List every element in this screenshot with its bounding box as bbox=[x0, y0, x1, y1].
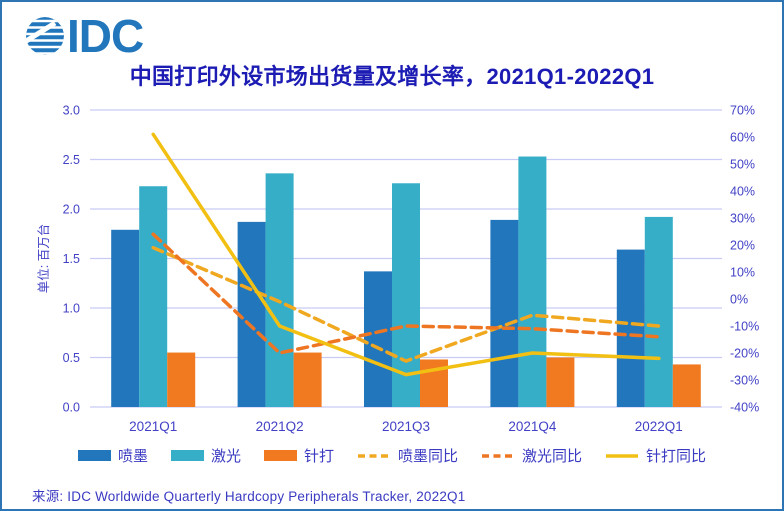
line-激光同比 bbox=[151, 232, 661, 355]
y-axis-right-tick-label: 40% bbox=[730, 185, 755, 199]
legend-item-喷墨: 喷墨 bbox=[77, 445, 148, 466]
legend-swatch-line-icon bbox=[358, 453, 390, 458]
y-axis-left-tick-label: 0.5 bbox=[63, 351, 80, 365]
y-axis-right-tick-label: -10% bbox=[730, 320, 759, 334]
bar-针打-2021Q2 bbox=[293, 352, 322, 407]
idc-logo: IDC bbox=[25, 9, 147, 66]
y-axis-right-tick-label: 50% bbox=[730, 158, 755, 172]
legend-label-针打: 针打 bbox=[303, 448, 334, 465]
y-axis-left-tick-label: 1.5 bbox=[63, 252, 80, 266]
y-axis-right-tick-label: 20% bbox=[730, 239, 755, 253]
y-axis-right-tick-label: -40% bbox=[730, 401, 759, 415]
bar-针打-2021Q4 bbox=[546, 357, 575, 407]
x-axis-tick-label: 2021Q2 bbox=[256, 419, 304, 434]
legend-label-针打同比: 针打同比 bbox=[646, 448, 707, 465]
chart-legend: 喷墨 激光 针打 喷墨同比 激光同比 针打同比 bbox=[2, 445, 782, 466]
legend-swatch-bar-icon bbox=[170, 450, 204, 461]
y-axis-right-tick-label: 0% bbox=[730, 293, 748, 307]
bar-针打-2021Q1 bbox=[167, 352, 196, 407]
y-axis-left-tick-label: 3.0 bbox=[63, 104, 80, 118]
legend-label-喷墨同比: 喷墨同比 bbox=[398, 448, 459, 465]
legend-label-喷墨: 喷墨 bbox=[117, 448, 148, 465]
bar-激光-2021Q2 bbox=[265, 173, 294, 407]
legend-item-针打: 针打 bbox=[263, 445, 334, 466]
bar-喷墨-2022Q1 bbox=[616, 249, 645, 407]
bar-激光-2021Q4 bbox=[518, 156, 547, 407]
y-axis-left-tick-label: 0.0 bbox=[63, 401, 80, 415]
legend-label-激光: 激光 bbox=[210, 448, 241, 465]
legend-item-针打同比: 针打同比 bbox=[605, 445, 706, 466]
y-axis-right-tick-label: 10% bbox=[730, 266, 755, 280]
legend-item-激光: 激光 bbox=[170, 445, 241, 466]
idc-logo-text: IDC bbox=[67, 10, 143, 61]
y-axis-left-tick-label: 1.0 bbox=[63, 302, 80, 316]
bar-喷墨-2021Q2 bbox=[237, 221, 266, 407]
bar-喷墨-2021Q1 bbox=[111, 229, 140, 407]
y-axis-left-tick-label: 2.5 bbox=[63, 153, 80, 167]
y-axis-title: 单位: 百万台 bbox=[36, 224, 51, 293]
idc-globe-icon bbox=[26, 17, 64, 55]
legend-swatch-bar-icon bbox=[77, 450, 111, 461]
x-axis-tick-label: 2021Q1 bbox=[129, 419, 177, 434]
line-喷墨同比 bbox=[151, 245, 661, 363]
y-axis-left-tick-label: 2.0 bbox=[63, 203, 80, 217]
bar-激光-2021Q1 bbox=[139, 186, 168, 407]
chart-title-zh: 中国打印外设市场出货量及增长率， bbox=[129, 64, 487, 89]
y-axis-right-tick-label: -20% bbox=[730, 347, 759, 361]
y-axis-right-tick-label: 30% bbox=[730, 212, 755, 226]
y-axis-right-tick-label: 70% bbox=[730, 104, 755, 118]
idc-logo-svg: IDC bbox=[26, 10, 144, 62]
legend-swatch-bar-icon bbox=[263, 450, 297, 461]
source-text: 来源: IDC Worldwide Quarterly Hardcopy Per… bbox=[32, 489, 466, 504]
chart-title-period: 2021Q1-2022Q1 bbox=[486, 64, 655, 89]
y-axis-right-tick-label: 60% bbox=[730, 131, 755, 145]
x-axis-tick-label: 2021Q4 bbox=[508, 419, 557, 434]
bar-喷墨-2021Q4 bbox=[490, 219, 519, 407]
x-axis-tick-label: 2021Q3 bbox=[382, 419, 430, 434]
bar-激光-2022Q1 bbox=[644, 216, 673, 407]
legend-label-激光同比: 激光同比 bbox=[522, 448, 583, 465]
legend-swatch-line-icon bbox=[482, 453, 515, 458]
legend-item-激光同比: 激光同比 bbox=[481, 445, 582, 466]
y-axis-right-tick-label: -30% bbox=[730, 374, 759, 388]
bar-针打-2022Q1 bbox=[672, 364, 701, 407]
chart-title: 中国打印外设市场出货量及增长率，2021Q1-2022Q1 bbox=[2, 59, 782, 91]
legend-item-喷墨同比: 喷墨同比 bbox=[357, 445, 458, 466]
x-axis-tick-label: 2022Q1 bbox=[635, 419, 683, 434]
bar-喷墨-2021Q3 bbox=[364, 271, 392, 407]
line-针打同比 bbox=[151, 132, 661, 377]
legend-swatch-line-icon bbox=[606, 453, 639, 458]
